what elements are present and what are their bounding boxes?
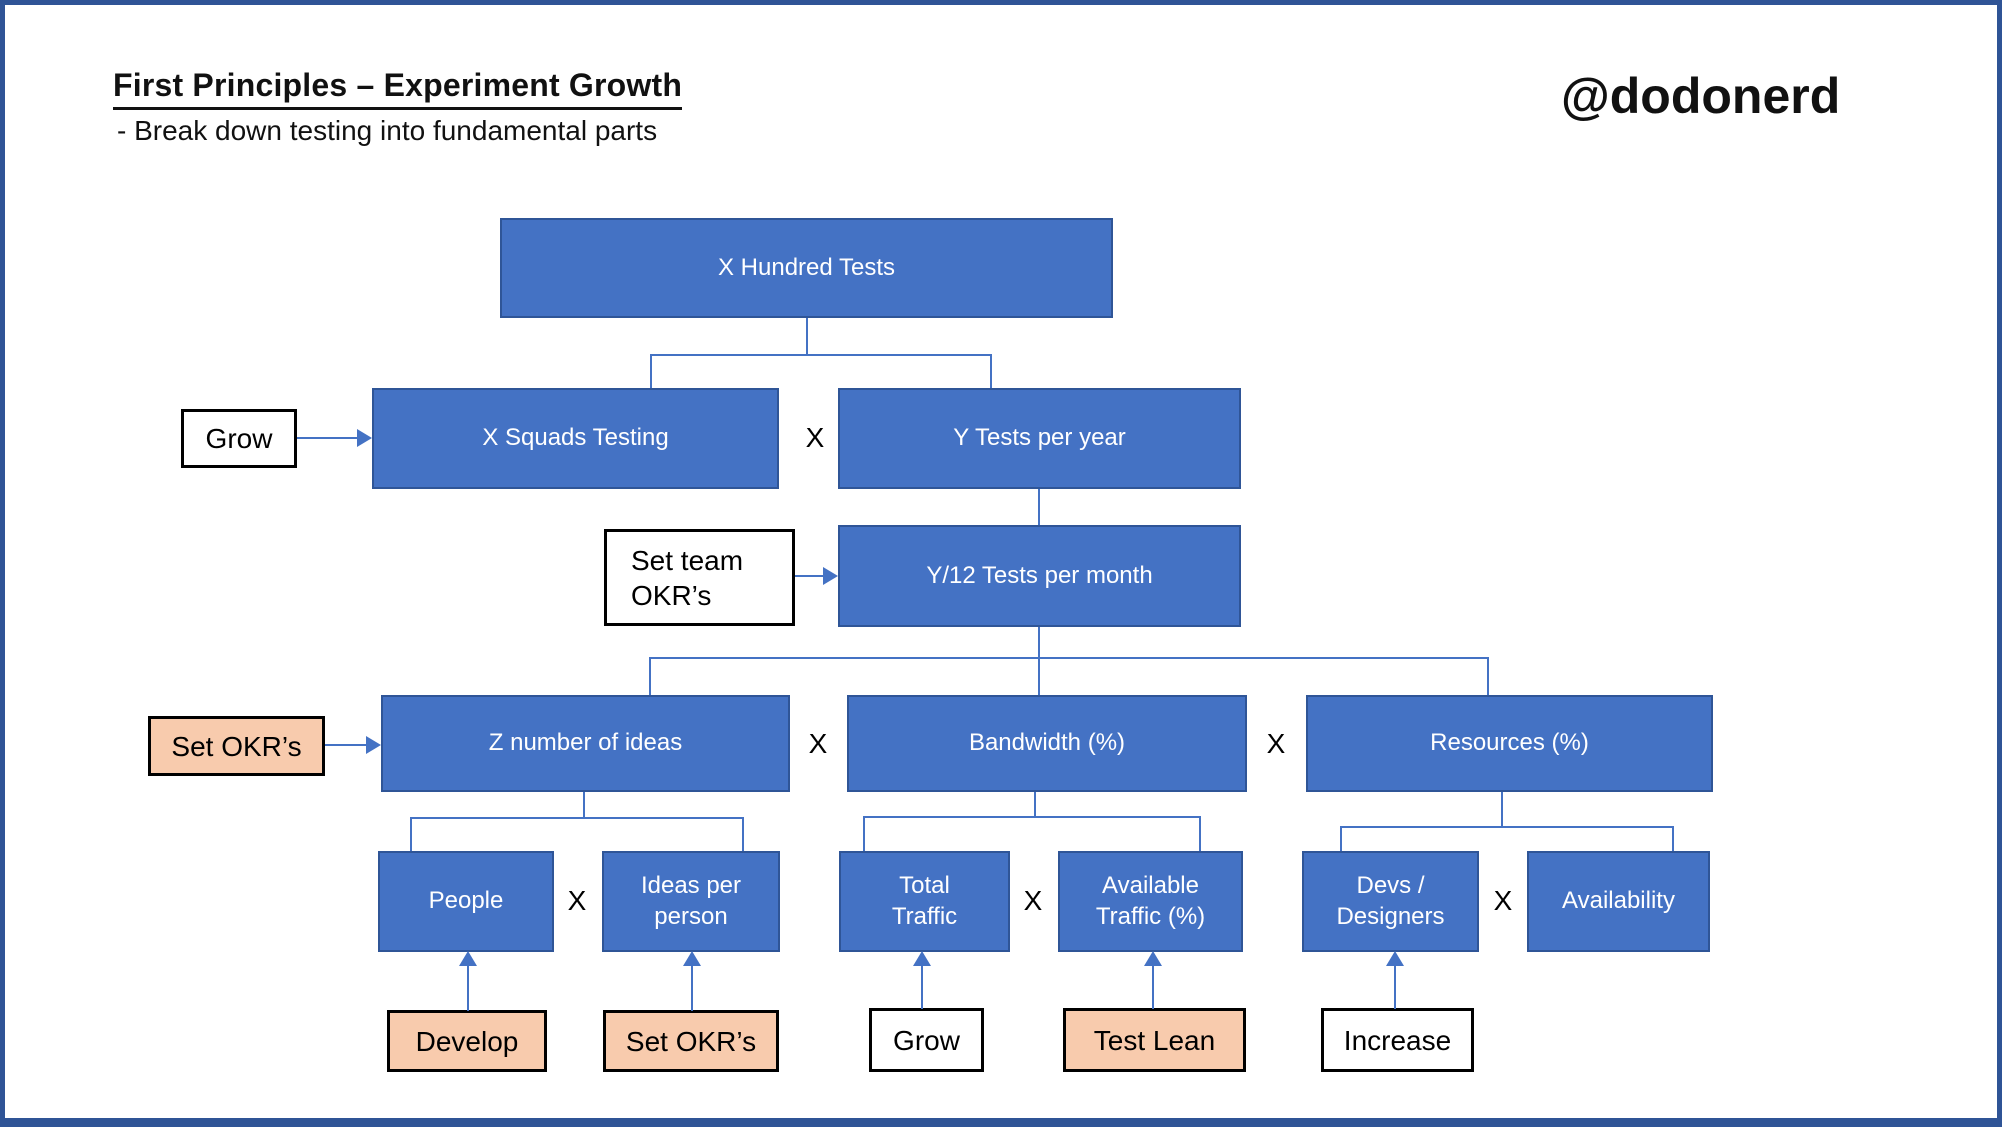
connector-ideas-rail (410, 817, 744, 819)
arrow-grow-to-traffic (921, 966, 923, 1009)
connector-resources-stem (1501, 792, 1503, 828)
label-grow-traffic: Grow (869, 1008, 984, 1072)
label-develop: Develop (387, 1010, 547, 1072)
operator-multiply: X (805, 422, 825, 453)
node-x-hundred-tests: X Hundred Tests (500, 218, 1113, 318)
arrow-okrs-to-person (691, 966, 693, 1011)
arrow-increase-to-devs (1394, 966, 1396, 1009)
arrowhead-right-icon (366, 736, 381, 754)
node-devs-designers: Devs / Designers (1302, 851, 1479, 952)
operator-multiply: X (808, 728, 828, 759)
node-resources: Resources (%) (1306, 695, 1713, 792)
connector-month-rail (649, 657, 1489, 659)
connector-ideas-stub-right (742, 817, 744, 851)
node-availability: Availability (1527, 851, 1710, 952)
connector-resources-rail (1340, 826, 1674, 828)
node-total-traffic: Total Traffic (839, 851, 1010, 952)
label-set-okrs-person: Set OKR’s (603, 1010, 779, 1072)
connector-month-stub-left (649, 657, 651, 695)
arrow-okrs-to-month (795, 575, 824, 577)
arrowhead-up-icon (683, 951, 701, 966)
author-handle: @dodonerd (1561, 68, 1841, 124)
connector-root-stub-left (650, 354, 652, 388)
node-y-tests-per-year: Y Tests per year (838, 388, 1241, 489)
arrow-testlean-to-available (1152, 966, 1154, 1009)
connector-month-stub-right (1487, 657, 1489, 695)
connector-ideas-stub-left (410, 817, 412, 851)
arrowhead-up-icon (913, 951, 931, 966)
operator-multiply: X (1023, 885, 1043, 916)
node-available-traffic: Available Traffic (%) (1058, 851, 1243, 952)
arrow-okrs-to-ideas (325, 744, 367, 746)
connector-root-rail (650, 354, 992, 356)
arrowhead-up-icon (1144, 951, 1162, 966)
page-title: First Principles – Experiment Growth (113, 67, 683, 110)
connector-ideas-stem (583, 792, 585, 819)
connector-root-stem (806, 318, 808, 356)
connector-bandwidth-stub-left (863, 816, 865, 851)
label-increase: Increase (1321, 1008, 1474, 1072)
arrowhead-right-icon (357, 429, 372, 447)
arrowhead-right-icon (823, 567, 838, 585)
connector-resources-stub-right (1672, 826, 1674, 851)
connector-month-stem (1038, 627, 1040, 659)
connector-bandwidth-stub-right (1199, 816, 1201, 851)
node-z-number-of-ideas: Z number of ideas (381, 695, 790, 792)
arrow-grow-to-squads (297, 437, 359, 439)
label-grow-squads: Grow (181, 409, 297, 468)
connector-month-stub-mid (1038, 657, 1040, 695)
operator-multiply: X (1493, 885, 1513, 916)
node-ideas-per-person: Ideas per person (602, 851, 780, 952)
node-bandwidth: Bandwidth (%) (847, 695, 1247, 792)
arrowhead-up-icon (1386, 951, 1404, 966)
arrowhead-up-icon (459, 951, 477, 966)
node-people: People (378, 851, 554, 952)
connector-root-stub-right (990, 354, 992, 388)
label-set-team-okrs: Set team OKR’s (604, 529, 795, 626)
connector-resources-stub-left (1340, 826, 1342, 851)
label-test-lean: Test Lean (1063, 1008, 1246, 1072)
label-set-okrs-ideas: Set OKR’s (148, 716, 325, 776)
operator-multiply: X (567, 885, 587, 916)
connector-bandwidth-stem (1034, 792, 1036, 818)
node-x-squads-testing: X Squads Testing (372, 388, 779, 489)
operator-multiply: X (1266, 728, 1286, 759)
arrow-develop-to-people (467, 966, 469, 1011)
connector-year-to-month (1038, 489, 1040, 525)
page-subtitle: - Break down testing into fundamental pa… (117, 115, 658, 146)
connector-bandwidth-rail (863, 816, 1201, 818)
node-y12-tests-per-month: Y/12 Tests per month (838, 525, 1241, 627)
